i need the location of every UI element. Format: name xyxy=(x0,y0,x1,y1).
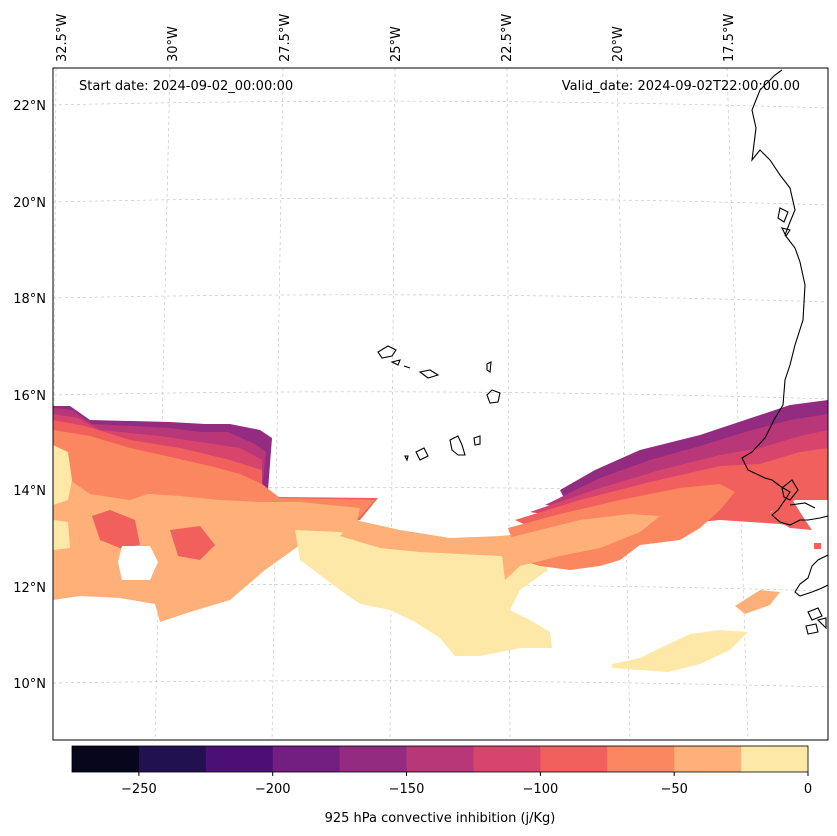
lon-label: 27.5°W xyxy=(278,14,293,62)
island-santiago xyxy=(449,435,466,456)
contour-peach-central xyxy=(340,520,545,566)
lon-label: 30°W xyxy=(166,26,181,62)
colorbar-cell xyxy=(72,746,140,772)
contour-hole xyxy=(118,546,158,580)
island-fogo xyxy=(415,447,429,461)
contour-pale-southeast xyxy=(612,630,748,672)
lat-label: 10°N xyxy=(13,677,46,692)
lon-label: 22.5°W xyxy=(500,14,515,62)
island-boa-vista xyxy=(486,389,501,404)
start-date-label: Start date: 2024-09-02_00:00:00 xyxy=(79,79,293,94)
colorbar-tick-label: −50 xyxy=(660,782,687,797)
island-maio xyxy=(473,435,481,446)
valid-date-label: Valid_date: 2024-09-02T22:00:00.00 xyxy=(562,79,800,94)
lat-label: 20°N xyxy=(13,196,46,211)
bijagos-a xyxy=(807,607,823,621)
colorbar-cell xyxy=(406,746,474,772)
gambia-river xyxy=(789,502,816,509)
island-sao-vicente xyxy=(390,359,401,366)
cin-contours xyxy=(53,400,828,672)
coastlines xyxy=(377,69,828,635)
colorbar: −250 −200 −150 −100 −50 0 925 hPa convec… xyxy=(71,745,812,826)
colorbar-cell xyxy=(339,746,408,772)
lon-label: 32.5°W xyxy=(55,14,70,62)
bijagos-c xyxy=(816,617,827,630)
contour-red-dot xyxy=(814,543,821,549)
africa-coast-south xyxy=(794,554,828,597)
lat-label: 22°N xyxy=(13,99,46,114)
colorbar-cell xyxy=(205,746,274,772)
colorbar-cell xyxy=(540,746,608,772)
contour-red-patch-a xyxy=(92,510,140,548)
colorbar-tick-label: −150 xyxy=(389,782,425,797)
colorbar-cells xyxy=(72,746,809,772)
colorbar-label: 925 hPa convective inhibition (j/Kg) xyxy=(325,811,556,826)
lat-label: 18°N xyxy=(13,292,46,307)
contour-orange-patch xyxy=(70,440,160,500)
island-santa-luzia xyxy=(403,365,411,369)
colorbar-cell xyxy=(607,746,675,772)
island-sao-nicolau xyxy=(418,369,440,379)
contour-pale-central xyxy=(295,530,552,656)
senegal-detail xyxy=(781,479,799,501)
coast-inlet-a xyxy=(777,207,789,223)
contour-pale-west xyxy=(53,445,72,505)
contour-pale-patch xyxy=(53,520,70,550)
coast-inlet-b xyxy=(780,227,791,238)
contour-peach-southeast xyxy=(735,590,780,614)
island-sal xyxy=(486,361,492,373)
lon-labels: 32.5°W 30°W 27.5°W 25°W 22.5°W 20°W 17.5… xyxy=(55,14,737,62)
lat-label: 14°N xyxy=(13,484,46,499)
contour-red-patch-b xyxy=(170,526,215,560)
colorbar-tick-label: −100 xyxy=(523,782,559,797)
colorbar-tick-label: 0 xyxy=(804,782,812,797)
bijagos-b xyxy=(805,623,819,635)
colorbar-tick-label: −250 xyxy=(121,782,157,797)
lon-label: 17.5°W xyxy=(722,14,737,62)
lat-label: 16°N xyxy=(13,389,46,404)
africa-coastline xyxy=(741,69,828,526)
colorbar-cell xyxy=(272,746,341,772)
lat-label: 12°N xyxy=(13,581,46,596)
lat-labels: 22°N 20°N 18°N 16°N 14°N 12°N 10°N xyxy=(13,99,46,692)
colorbar-cell xyxy=(473,746,541,772)
colorbar-tick-label: −200 xyxy=(255,782,291,797)
island-santo-antao xyxy=(377,345,397,359)
map-border xyxy=(52,67,829,741)
colorbar-cell xyxy=(674,746,742,772)
colorbar-cell xyxy=(138,746,207,772)
island-brava xyxy=(404,455,409,462)
colorbar-ticks xyxy=(138,772,809,776)
colorbar-border xyxy=(71,745,809,773)
contour-peach-east xyxy=(500,514,660,580)
lon-label: 25°W xyxy=(389,26,404,62)
colorbar-cell xyxy=(741,746,809,772)
lon-label: 20°W xyxy=(611,26,626,62)
